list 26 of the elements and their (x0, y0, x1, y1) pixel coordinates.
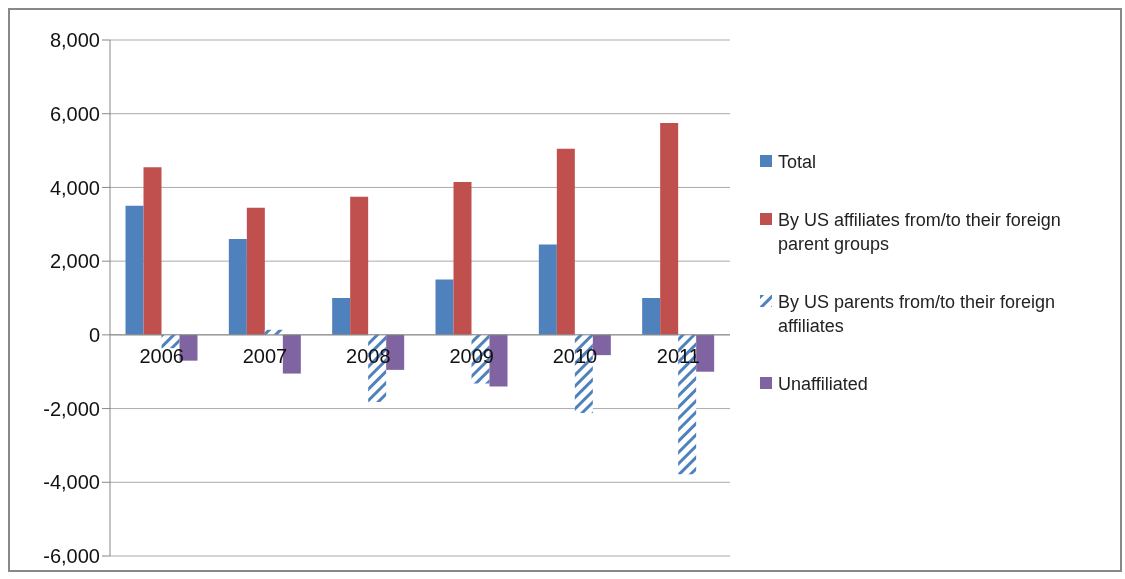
y-tick-label: -2,000 (43, 397, 100, 420)
legend-label: By US affiliates from/to their foreign parent groups (778, 209, 1062, 256)
bar (642, 298, 661, 335)
legend-label: Unaffiliated (778, 373, 868, 396)
y-tick-label: -6,000 (43, 545, 100, 568)
bar (246, 207, 265, 335)
bar (538, 244, 557, 335)
y-tick-label: 2,000 (49, 250, 100, 273)
bar (143, 167, 162, 335)
bar (125, 205, 144, 335)
y-tick-label: 0 (88, 323, 100, 346)
bar (161, 334, 180, 349)
bar (350, 196, 369, 335)
bar (556, 148, 575, 335)
y-tick-label: -4,000 (43, 471, 100, 494)
bar (435, 279, 454, 335)
bar (660, 122, 679, 335)
legend-label: Total (778, 151, 817, 174)
y-tick-label: 8,000 (49, 29, 100, 52)
legend-label: By US parents from/to their foreign affiliates (778, 291, 1057, 338)
y-tick-label: 6,000 (49, 102, 100, 125)
y-tick-label: 4,000 (49, 176, 100, 199)
bar (453, 181, 472, 335)
bar (332, 298, 351, 335)
x-tick-label: 2006 (139, 344, 184, 367)
bar (228, 239, 247, 335)
